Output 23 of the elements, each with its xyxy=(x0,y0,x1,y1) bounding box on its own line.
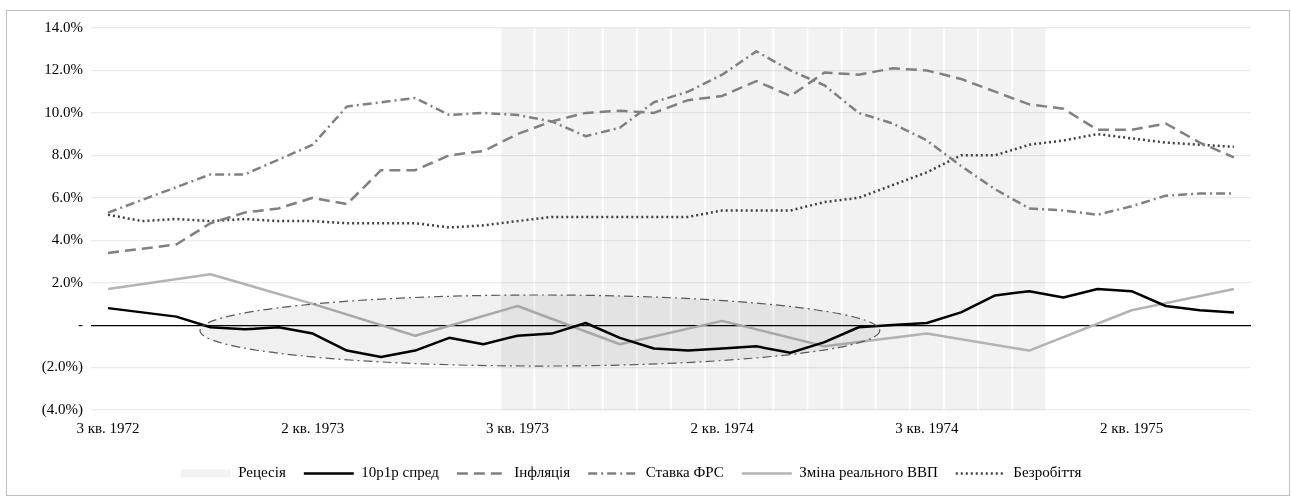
legend-label: Зміна реального ВВП xyxy=(799,464,938,481)
x-tick-label: 3 кв. 1972 xyxy=(76,419,140,436)
x-tick-label: 2 кв. 1973 xyxy=(281,419,345,436)
y-tick-label: 6.0% xyxy=(51,188,83,205)
y-tick-label: (4.0%) xyxy=(41,400,83,418)
y-tick-label: 12.0% xyxy=(44,61,83,78)
legend-label: Ставка ФРС xyxy=(645,464,724,481)
y-tick-label: (2.0%) xyxy=(41,358,83,376)
y-tick-label: 8.0% xyxy=(51,146,83,163)
x-tick-label: 3 кв. 1974 xyxy=(895,419,959,436)
legend-label: Рецесія xyxy=(238,464,286,481)
legend-label: Безробіття xyxy=(1013,464,1082,481)
y-tick-label: 10.0% xyxy=(44,103,83,120)
legend-label: Інфляція xyxy=(514,464,571,481)
legend-label: 10р1р спред xyxy=(361,464,440,481)
x-tick-label: 2 кв. 1975 xyxy=(1100,419,1164,436)
line-series xyxy=(106,132,1236,229)
y-tick-label: 14.0% xyxy=(44,18,83,35)
y-tick-label: 4.0% xyxy=(51,231,83,248)
x-tick-label: 3 кв. 1973 xyxy=(485,419,550,436)
y-tick-label: 2.0% xyxy=(51,273,83,290)
x-tick-label: 2 кв. 1974 xyxy=(690,419,755,436)
y-tick-label: - xyxy=(78,316,83,333)
